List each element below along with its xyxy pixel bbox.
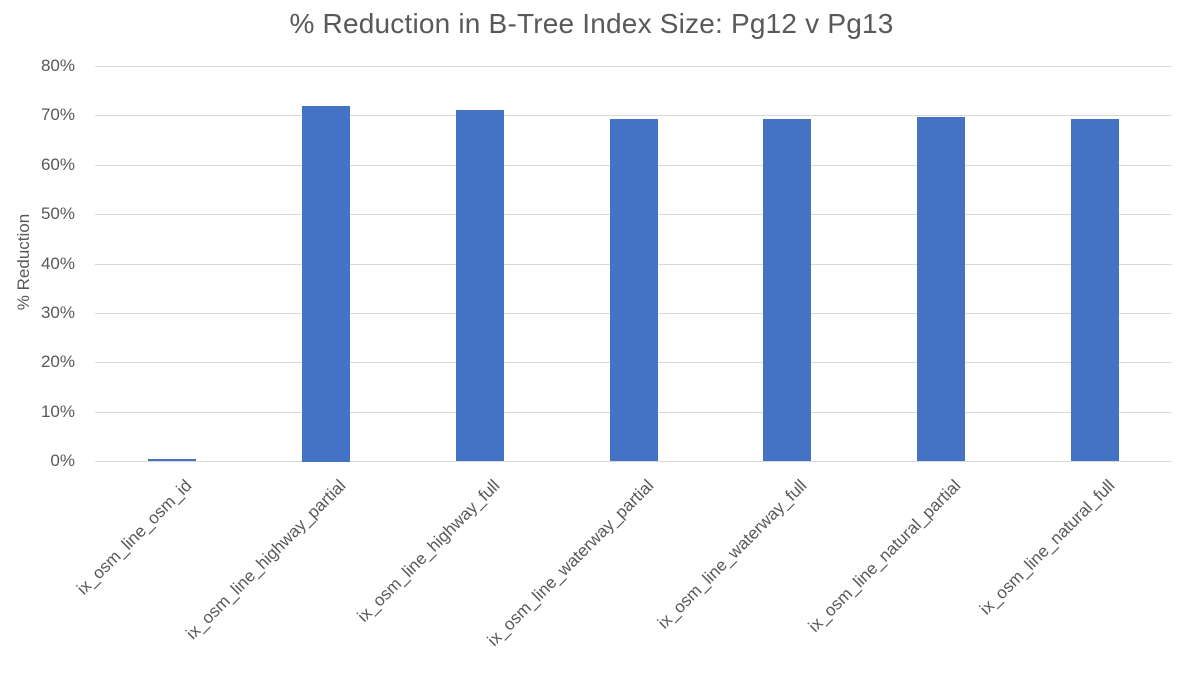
gridline bbox=[95, 115, 1172, 116]
y-tick-label: 20% bbox=[40, 352, 75, 371]
chart-title: % Reduction in B-Tree Index Size: Pg12 v… bbox=[289, 8, 894, 39]
x-tick-label: ix_osm_line_waterway_full bbox=[654, 476, 811, 633]
x-tick-label: ix_osm_line_natural_full bbox=[976, 476, 1119, 619]
x-tick-label: ix_osm_line_highway_full bbox=[353, 476, 504, 626]
y-tick-label: 80% bbox=[40, 56, 75, 75]
x-tick-label: ix_osm_line_waterway_partial bbox=[483, 476, 658, 650]
y-tick-label: 60% bbox=[40, 155, 75, 174]
y-tick-label: 10% bbox=[40, 402, 75, 421]
x-tick-label: ix_osm_line_osm_id bbox=[73, 476, 196, 599]
bar bbox=[610, 119, 658, 461]
y-tick-label: 0% bbox=[50, 451, 75, 470]
bar bbox=[917, 117, 965, 461]
y-tick-label: 30% bbox=[40, 303, 75, 322]
gridline bbox=[95, 461, 1172, 462]
y-tick-label: 50% bbox=[40, 204, 75, 223]
gridline bbox=[95, 66, 1172, 67]
y-tick-label: 70% bbox=[40, 105, 75, 124]
x-tick-label: ix_osm_line_highway_partial bbox=[182, 476, 350, 644]
bar bbox=[302, 106, 350, 462]
bar bbox=[1071, 119, 1119, 461]
bar bbox=[148, 459, 196, 461]
bar bbox=[456, 110, 504, 461]
bar bbox=[763, 119, 811, 461]
y-tick-label: 40% bbox=[40, 254, 75, 273]
x-tick-label: ix_osm_line_natural_partial bbox=[804, 476, 965, 636]
